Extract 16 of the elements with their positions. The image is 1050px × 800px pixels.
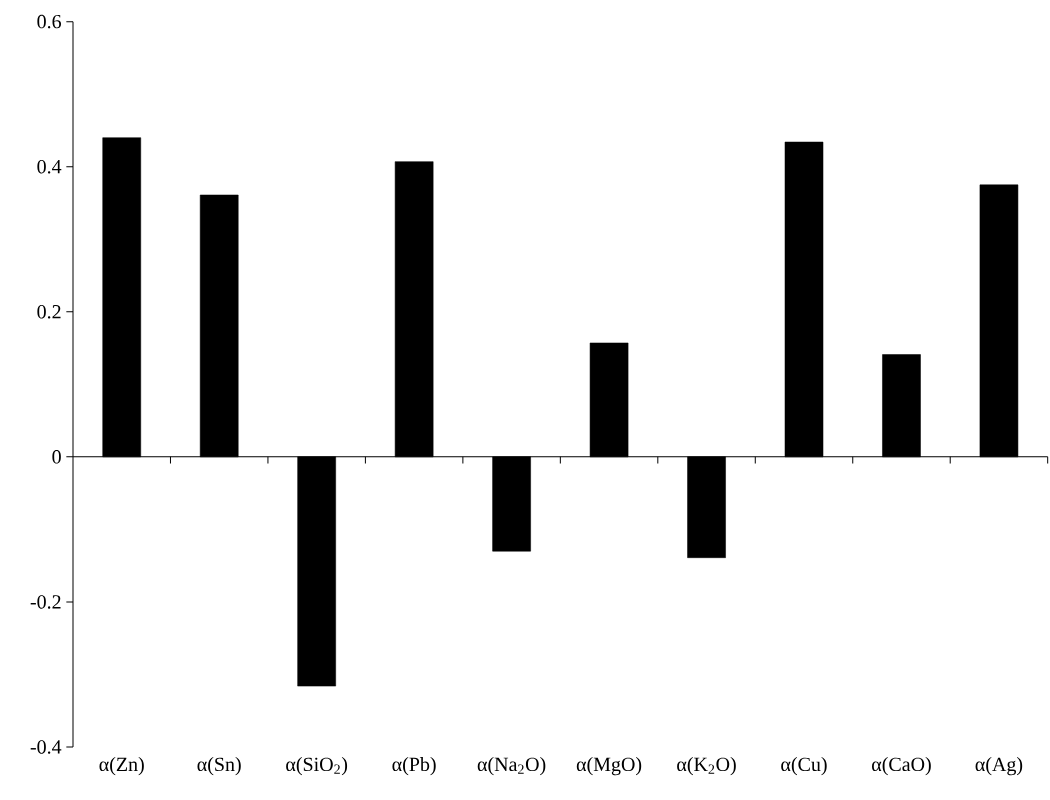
x-tick-label: α(CaO) — [872, 757, 931, 776]
x-tick-label: α(K$_{2}$O) — [677, 757, 736, 776]
x-tick-label: α(Na$_{2}$O) — [477, 757, 546, 776]
x-tick-label: α(SiO$_{2}$) — [286, 757, 348, 776]
y-tick-label: -0.4 — [30, 740, 62, 754]
y-tick-label: 0.6 — [37, 14, 62, 29]
x-tick-label: α(Zn) — [99, 757, 144, 776]
x-tick-label: α(Pb) — [392, 757, 436, 776]
y-tick-label: 0.2 — [37, 305, 61, 319]
y-tick-label: 0 — [52, 450, 61, 464]
x-tick-label: α(Sn) — [197, 757, 241, 776]
x-tick-label: α(Cu) — [781, 757, 827, 776]
y-tick-label: -0.2 — [30, 595, 61, 609]
x-tick-label: α(Ag) — [975, 757, 1023, 776]
x-tick-label: α(MgO) — [576, 757, 642, 776]
y-tick-label: 0.4 — [37, 159, 62, 174]
